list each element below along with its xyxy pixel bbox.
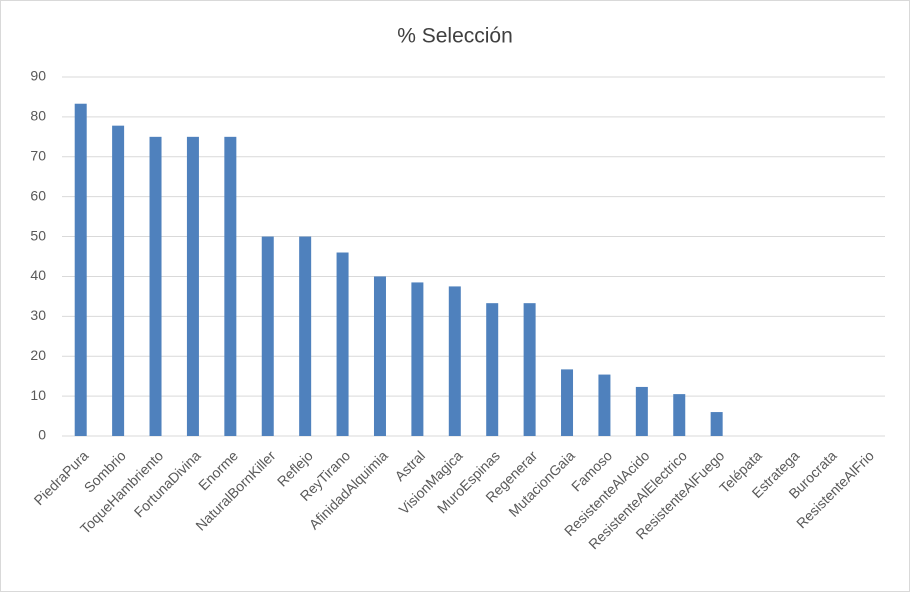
y-tick-label: 30 [30, 307, 46, 323]
y-tick-label: 50 [30, 227, 46, 243]
y-tick-label: 0 [38, 427, 46, 443]
y-tick-label: 70 [30, 147, 46, 163]
y-tick-label: 80 [30, 108, 46, 124]
bar [411, 282, 424, 436]
bar [336, 252, 349, 436]
y-tick-label: 40 [30, 267, 46, 283]
bar [149, 136, 162, 437]
y-tick-label: 10 [30, 387, 46, 403]
bar [299, 236, 312, 436]
bar [448, 286, 461, 436]
bar [112, 125, 125, 437]
bar [598, 374, 611, 436]
bar [523, 303, 536, 436]
y-tick-label: 90 [30, 68, 46, 84]
bar [261, 236, 274, 436]
bar [224, 136, 237, 437]
bar [373, 276, 386, 436]
bar [673, 394, 686, 436]
y-tick-label: 20 [30, 347, 46, 363]
bar [635, 386, 648, 436]
bar [710, 412, 723, 436]
bar [486, 303, 499, 436]
chart-title: % Selección [397, 25, 513, 48]
bar [74, 103, 87, 436]
bar [186, 136, 199, 437]
bar [561, 369, 574, 436]
y-tick-label: 60 [30, 187, 46, 203]
